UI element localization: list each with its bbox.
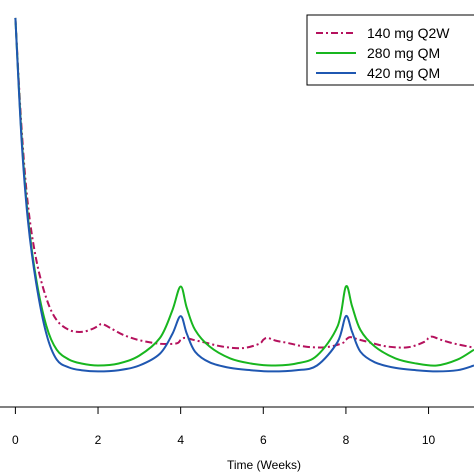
legend-label: 140 mg Q2W [367,25,450,41]
x-axis-ticks [14,407,430,414]
series-lines [14,17,474,373]
legend-label: 280 mg QM [367,45,440,61]
x-tick-label: 8 [343,433,350,447]
x-axis-label: Time (Weeks) [227,458,301,472]
x-tick-label: 0 [12,433,19,447]
x-axis-tick-labels: 0 2 4 6 8 10 [12,433,435,447]
series-line-2 [14,17,474,367]
legend-label: 420 mg QM [367,65,440,81]
x-tick-label: 4 [177,433,184,447]
series-line-3 [14,17,474,373]
legend-items: 140 mg Q2W 280 mg QM 420 mg QM [316,25,450,81]
x-tick-label: 2 [95,433,102,447]
x-tick-label: 10 [422,433,436,447]
x-tick-label: 6 [260,433,267,447]
legend: 140 mg Q2W 280 mg QM 420 mg QM [306,14,474,86]
